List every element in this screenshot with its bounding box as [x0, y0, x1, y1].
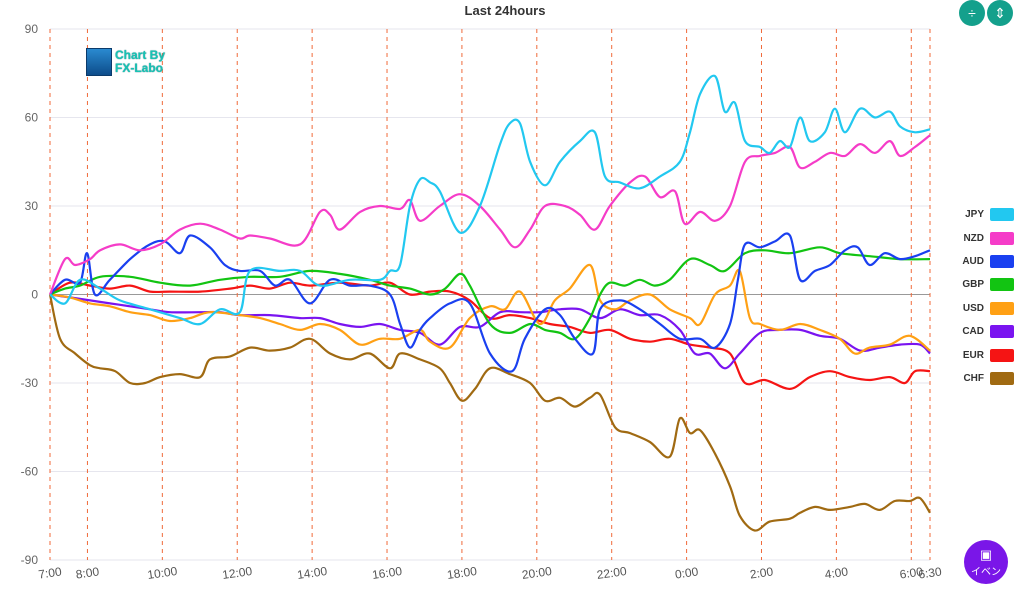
legend-label: EUR — [962, 349, 984, 361]
legend-item-eur[interactable]: EUR — [944, 343, 1014, 366]
legend-item-usd[interactable]: USD — [944, 297, 1014, 320]
logo-line2: FX-Labo — [115, 61, 163, 75]
series-line-nzd — [48, 134, 931, 295]
x-tick-label: 10:00 — [146, 564, 178, 582]
x-tick-label: 2:00 — [749, 564, 774, 581]
fx-labo-logo: Chart By FX-Labo — [86, 48, 165, 76]
y-tick-label: -60 — [21, 465, 39, 479]
expand-height-button[interactable]: ⇕ — [987, 0, 1013, 26]
x-tick-label: 22:00 — [596, 564, 628, 582]
legend-item-jpy[interactable]: JPY — [944, 203, 1014, 226]
series-line-chf — [48, 294, 931, 532]
legend-swatch — [990, 371, 1014, 385]
series-line-aud — [49, 232, 931, 373]
y-tick-label: -30 — [21, 376, 39, 390]
x-tick-label: 12:00 — [221, 564, 253, 582]
legend-item-cad[interactable]: CAD — [944, 320, 1014, 343]
legend: JPY NZD AUD GBP USD CAD EUR CHF — [944, 203, 1014, 390]
legend-swatch — [990, 348, 1014, 362]
x-tick-label: 20:00 — [521, 564, 553, 582]
legend-label: GBP — [962, 279, 984, 291]
legend-item-aud[interactable]: AUD — [944, 250, 1014, 273]
x-tick-label: 18:00 — [446, 564, 478, 582]
series-line-eur — [49, 281, 931, 390]
legend-swatch — [990, 208, 1014, 222]
legend-swatch — [990, 254, 1014, 268]
y-tick-label: 30 — [25, 199, 39, 213]
legend-item-nzd[interactable]: NZD — [944, 226, 1014, 249]
legend-label: CAD — [962, 326, 984, 338]
legend-label: JPY — [965, 209, 984, 221]
series-line-jpy — [49, 74, 931, 326]
x-tick-label: 14:00 — [296, 564, 328, 582]
series-line-usd — [49, 263, 931, 355]
legend-label: CHF — [963, 372, 984, 384]
x-tick-label: 4:00 — [824, 564, 849, 581]
legend-label: NZD — [963, 232, 984, 244]
legend-swatch — [990, 301, 1014, 315]
event-button-label: イベン — [971, 566, 1001, 578]
legend-swatch — [990, 325, 1014, 339]
legend-label: AUD — [962, 255, 984, 267]
chart-title: Last 24hours — [464, 3, 546, 18]
legend-item-gbp[interactable]: GBP — [944, 273, 1014, 296]
x-tick-label: 7:00 — [37, 564, 62, 581]
x-tick-label: 0:00 — [674, 564, 699, 581]
y-tick-label: 0 — [31, 288, 38, 302]
y-tick-label: 60 — [25, 111, 39, 125]
logo-line1: Chart By — [115, 48, 166, 62]
event-button[interactable]: ▣ イベン — [964, 540, 1008, 584]
legend-swatch — [990, 231, 1014, 245]
magnifier-chart-icon — [86, 48, 112, 76]
legend-label: USD — [962, 302, 984, 314]
legend-item-chf[interactable]: CHF — [944, 367, 1014, 390]
y-tick-label: -90 — [21, 553, 39, 567]
x-tick-label: 8:00 — [75, 564, 100, 581]
y-tick-label: 90 — [25, 22, 39, 36]
collapse-icon: ÷ — [968, 5, 976, 21]
series-line-gbp — [49, 246, 931, 341]
calendar-icon: ▣ — [979, 546, 993, 562]
x-tick-label: 16:00 — [371, 564, 403, 582]
x-tick-label: 6:30 — [917, 564, 942, 581]
expand-vertical-icon: ⇕ — [994, 4, 1006, 21]
collapse-button[interactable]: ÷ — [959, 0, 985, 26]
x-tick-label: 6:00 — [899, 564, 924, 581]
legend-swatch — [990, 278, 1014, 292]
